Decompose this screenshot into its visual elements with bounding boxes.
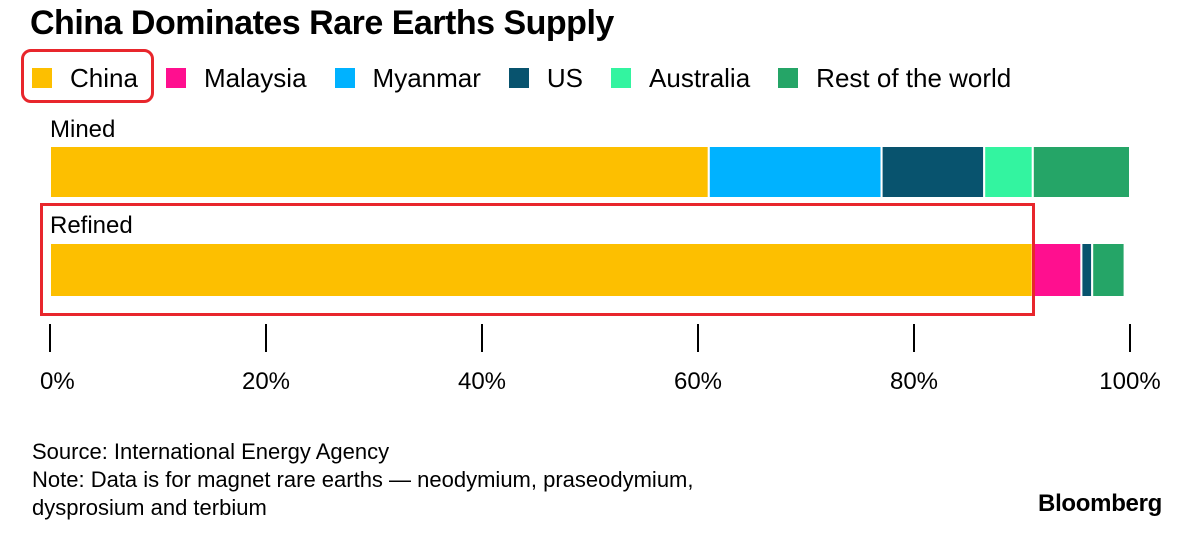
legend-swatch-china: [32, 68, 52, 88]
bloomberg-logo: Bloomberg: [1038, 490, 1162, 517]
source-note: Source: International Energy Agency Note…: [32, 438, 694, 522]
legend-label-malaysia: Malaysia: [203, 62, 307, 93]
legend-swatch-australia: [611, 68, 632, 88]
bar-refined-us: [1080, 242, 1094, 298]
legend-label-china: China: [70, 62, 138, 93]
bar-mined-myanmar: [707, 145, 883, 199]
bar-refined-malaysia: [1031, 242, 1083, 298]
legend-swatch-us: [508, 68, 529, 88]
legend-item-rest-of-the-world: Rest of the world: [778, 63, 1011, 94]
legend-item-myanmar: Myanmar: [334, 62, 481, 94]
source-text: Source: International Energy Agency: [32, 439, 390, 464]
bar-refined-rest-of-the-world: [1091, 242, 1126, 298]
x-tick-label-60: 60%: [674, 368, 722, 395]
china-legend-highlight-box: [21, 49, 154, 103]
legend-item-australia: Australia: [611, 63, 750, 94]
note-text-line1: Note: Data is for magnet rare earths — n…: [32, 467, 694, 492]
legend: China Malaysia Myanmar US Australia Rest of t…: [32, 62, 1039, 94]
category-label-mined: Mined: [50, 116, 115, 143]
category-label-refined: Refined: [50, 212, 133, 239]
legend-swatch-rest-of-the-world: [778, 68, 799, 88]
bar-mined-rest-of-the-world: [1031, 145, 1132, 199]
legend-label-rest-of-the-world: Rest of the world: [816, 62, 1012, 93]
legend-label-myanmar: Myanmar: [372, 62, 481, 93]
bar-mined-china: [49, 145, 710, 199]
x-tick-label-0: 0%: [40, 368, 75, 395]
bar-mined-australia: [983, 145, 1034, 199]
x-tick-label-80: 80%: [890, 368, 938, 395]
legend-item-china: China: [32, 63, 138, 94]
bar-refined-china: [49, 242, 1034, 298]
legend-swatch-malaysia: [165, 68, 186, 88]
legend-label-us: US: [546, 62, 584, 93]
refined-bar-highlight-box: [40, 203, 1035, 316]
bar-mined-us: [880, 145, 986, 199]
stacked-bar-chart: Mined Refined 0% 20% 40% 60% 80% 100%: [40, 116, 1161, 395]
x-tick-label-100: 100%: [1099, 368, 1160, 395]
legend-swatch-myanmar: [334, 68, 355, 88]
legend-item-malaysia: Malaysia: [165, 62, 307, 94]
note-text-line2: dysprosium and terbium: [32, 495, 267, 520]
x-tick-label-40: 40%: [458, 368, 506, 395]
legend-item-us: US: [508, 62, 584, 94]
legend-label-australia: Australia: [649, 62, 751, 93]
chart-title: China Dominates Rare Earths Supply: [30, 4, 614, 42]
x-tick-label-20: 20%: [242, 368, 290, 395]
